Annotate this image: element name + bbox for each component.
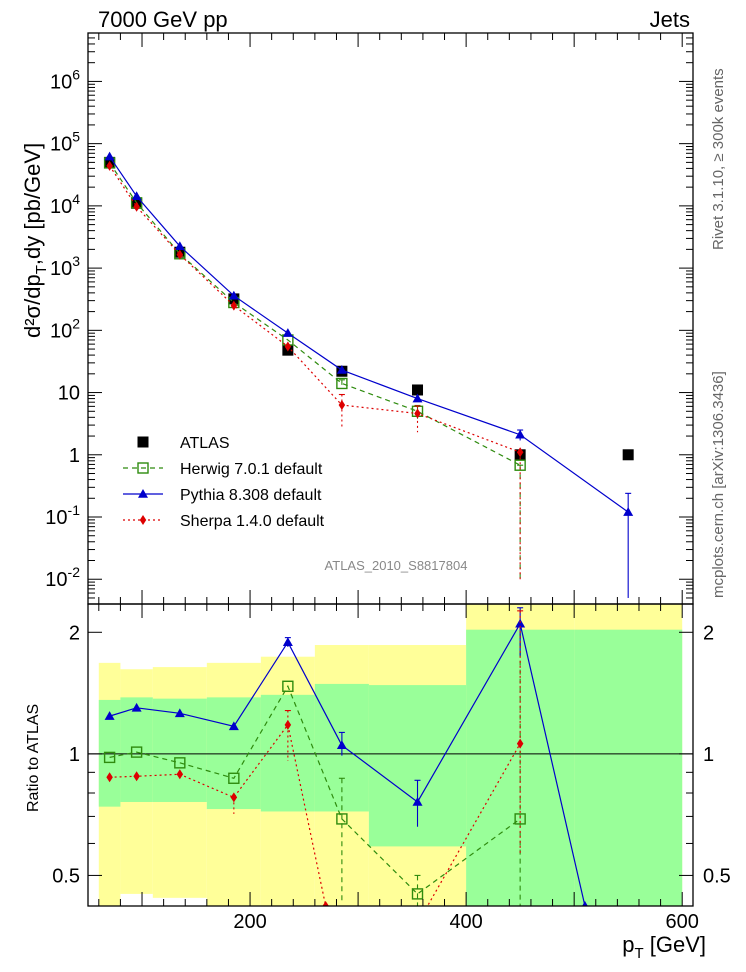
ratio-pythia-8-308-default-point (412, 796, 423, 806)
main-y-tick-label: 104 (50, 191, 80, 218)
ratio-herwig-7-0-1-default-point (130, 746, 143, 758)
process-label: Jets (650, 7, 690, 32)
pythia-8-308-default-line (109, 156, 629, 513)
main-y-tick-label: 103 (50, 253, 80, 280)
sherpa-1-4-0-default-point (284, 341, 292, 352)
ratio-pythia-8-308-default-point (104, 711, 115, 720)
ratio-sherpa-1-4-0-default-point (230, 792, 238, 803)
ratio-y-tick-label-right: 0.5 (703, 865, 731, 887)
stat-uncertainty-band (574, 629, 683, 906)
legend-pythia-8-308-default-label: Pythia 8.308 default (180, 487, 322, 504)
pythia-8-308-default-point (412, 393, 423, 403)
legend-herwig-7-0-1-default-marker (137, 462, 149, 474)
ratio-pythia-8-308-default-point (282, 637, 293, 646)
ratio-y-tick-label-right: 1 (703, 744, 714, 766)
ratio-y-axis-title: Ratio to ATLAS (25, 704, 42, 812)
ratio-pythia-8-308-default-point (174, 708, 185, 718)
ratio-herwig-7-0-1-default-point (514, 813, 526, 825)
main-y-tick-label: 102 (50, 315, 80, 342)
pythia-8-308-default-point (104, 151, 115, 161)
rivet-version-label: Rivet 3.1.10, ≥ 300k events (710, 68, 727, 250)
x-tick-label: 600 (666, 911, 699, 933)
sherpa-1-4-0-default-point (414, 408, 421, 419)
pythia-8-308-default-point (515, 429, 526, 439)
main-panel-frame (87, 32, 694, 605)
ratio-pythia-8-308-default-point (515, 618, 526, 628)
ratio-sherpa-1-4-0-default-point (322, 901, 329, 906)
ratio-sherpa-1-4-0-default-point (284, 719, 292, 730)
mcplots-reference-label: mcplots.cern.ch [arXiv:1306.3436] (710, 371, 727, 598)
main-y-tick-label: 106 (50, 66, 80, 93)
legend-sherpa-1-4-0-default-label: Sherpa 1.4.0 default (180, 513, 325, 530)
x-axis-title: pT [GeV] (622, 932, 706, 962)
ratio-sherpa-1-4-0-default-point (133, 771, 140, 782)
herwig-7-0-1-default-point (514, 459, 526, 471)
sherpa-1-4-0-default-point (230, 300, 238, 311)
ratio-pythia-8-308-default-point (131, 702, 142, 712)
pythia-8-308-default-point (174, 241, 185, 250)
sherpa-1-4-0-default-point (176, 249, 184, 260)
beam-label: 7000 GeV pp (98, 7, 228, 32)
ratio-sherpa-1-4-0-default-point (414, 919, 421, 929)
sherpa-1-4-0-default-point (516, 447, 524, 458)
ratio-series-layer (103, 607, 588, 929)
ratio-sherpa-1-4-0-default-point (106, 772, 113, 783)
ratio-herwig-7-0-1-default-point (336, 813, 348, 825)
sherpa-1-4-0-default-line (109, 165, 521, 453)
ratio-herwig-7-0-1-default-point (228, 772, 240, 784)
ratio-herwig-7-0-1-default-point (411, 888, 424, 900)
sherpa-1-4-0-default-point (338, 400, 346, 411)
ratio-sherpa-1-4-0-default-point (516, 738, 524, 749)
ratio-y-tick-label: 2 (69, 622, 80, 644)
pythia-8-308-default-point (131, 191, 142, 200)
legend-atlas-marker (137, 436, 149, 448)
herwig-7-0-1-default-line (109, 162, 521, 466)
ratio-herwig-7-0-1-default-point (174, 757, 186, 769)
main-y-tick-label: 10-1 (45, 502, 80, 529)
pythia-8-308-default-point (228, 290, 239, 300)
legend: ATLAS Herwig 7.0.1 default Pythia 8.308 de… (123, 435, 325, 530)
main-series-layer (103, 151, 634, 598)
ratio-sherpa-1-4-0-default-point (176, 769, 184, 780)
x-tick-label: 400 (449, 911, 482, 933)
ratio-y-tick-label: 1 (69, 744, 80, 766)
stat-uncertainty-band (260, 694, 315, 812)
ratio-herwig-7-0-1-default-point (282, 680, 294, 692)
ratio-y-tick-label-right: 2 (703, 622, 714, 644)
legend-herwig-7-0-1-default-label: Herwig 7.0.1 default (180, 461, 323, 478)
ratio-pythia-8-308-default-point (582, 901, 588, 906)
stat-uncertainty-band (120, 697, 153, 802)
analysis-id-label: ATLAS_2010_S8817804 (325, 558, 468, 573)
main-y-tick-label: 105 (50, 129, 80, 156)
legend-atlas-label: ATLAS (180, 435, 230, 452)
main-y-tick-label: 1 (69, 445, 80, 467)
stat-uncertainty-band (98, 699, 121, 807)
ratio-herwig-7-0-1-default-point (103, 751, 116, 764)
legend-pythia-8-308-default-marker (138, 489, 148, 498)
main-y-axis-title: d²σ/dpT,dy [pb/GeV] (20, 143, 50, 338)
legend-sherpa-1-4-0-default-marker (139, 515, 147, 525)
main-y-tick-label: 10-2 (45, 564, 80, 591)
main-y-tick-label: 10 (58, 383, 80, 405)
pythia-8-308-default-point (282, 328, 293, 337)
ratio-y-tick-label: 0.5 (52, 865, 80, 887)
stat-uncertainty-band (206, 697, 261, 810)
ratio-pythia-8-308-default-point (336, 740, 347, 750)
sherpa-1-4-0-default-point (133, 201, 140, 212)
ratio-herwig-7-0-1-default-line (109, 684, 521, 895)
ratio-pythia-8-308-default-point (228, 721, 239, 731)
pythia-8-308-default-point (336, 365, 347, 374)
atlas-point (412, 384, 424, 396)
atlas-point (622, 449, 634, 461)
x-tick-label: 200 (233, 911, 266, 933)
ratio-panel-frame (87, 603, 694, 907)
ratio-uncertainty-bands (98, 604, 683, 906)
herwig-7-0-1-default-point (336, 377, 348, 390)
axes-layer: 10-2 10-1 1 10 102 103 104 105 106 200 400 600 0.5 0.… (45, 32, 731, 933)
pythia-8-308-default-point (623, 507, 634, 516)
sherpa-1-4-0-default-point (106, 160, 113, 171)
